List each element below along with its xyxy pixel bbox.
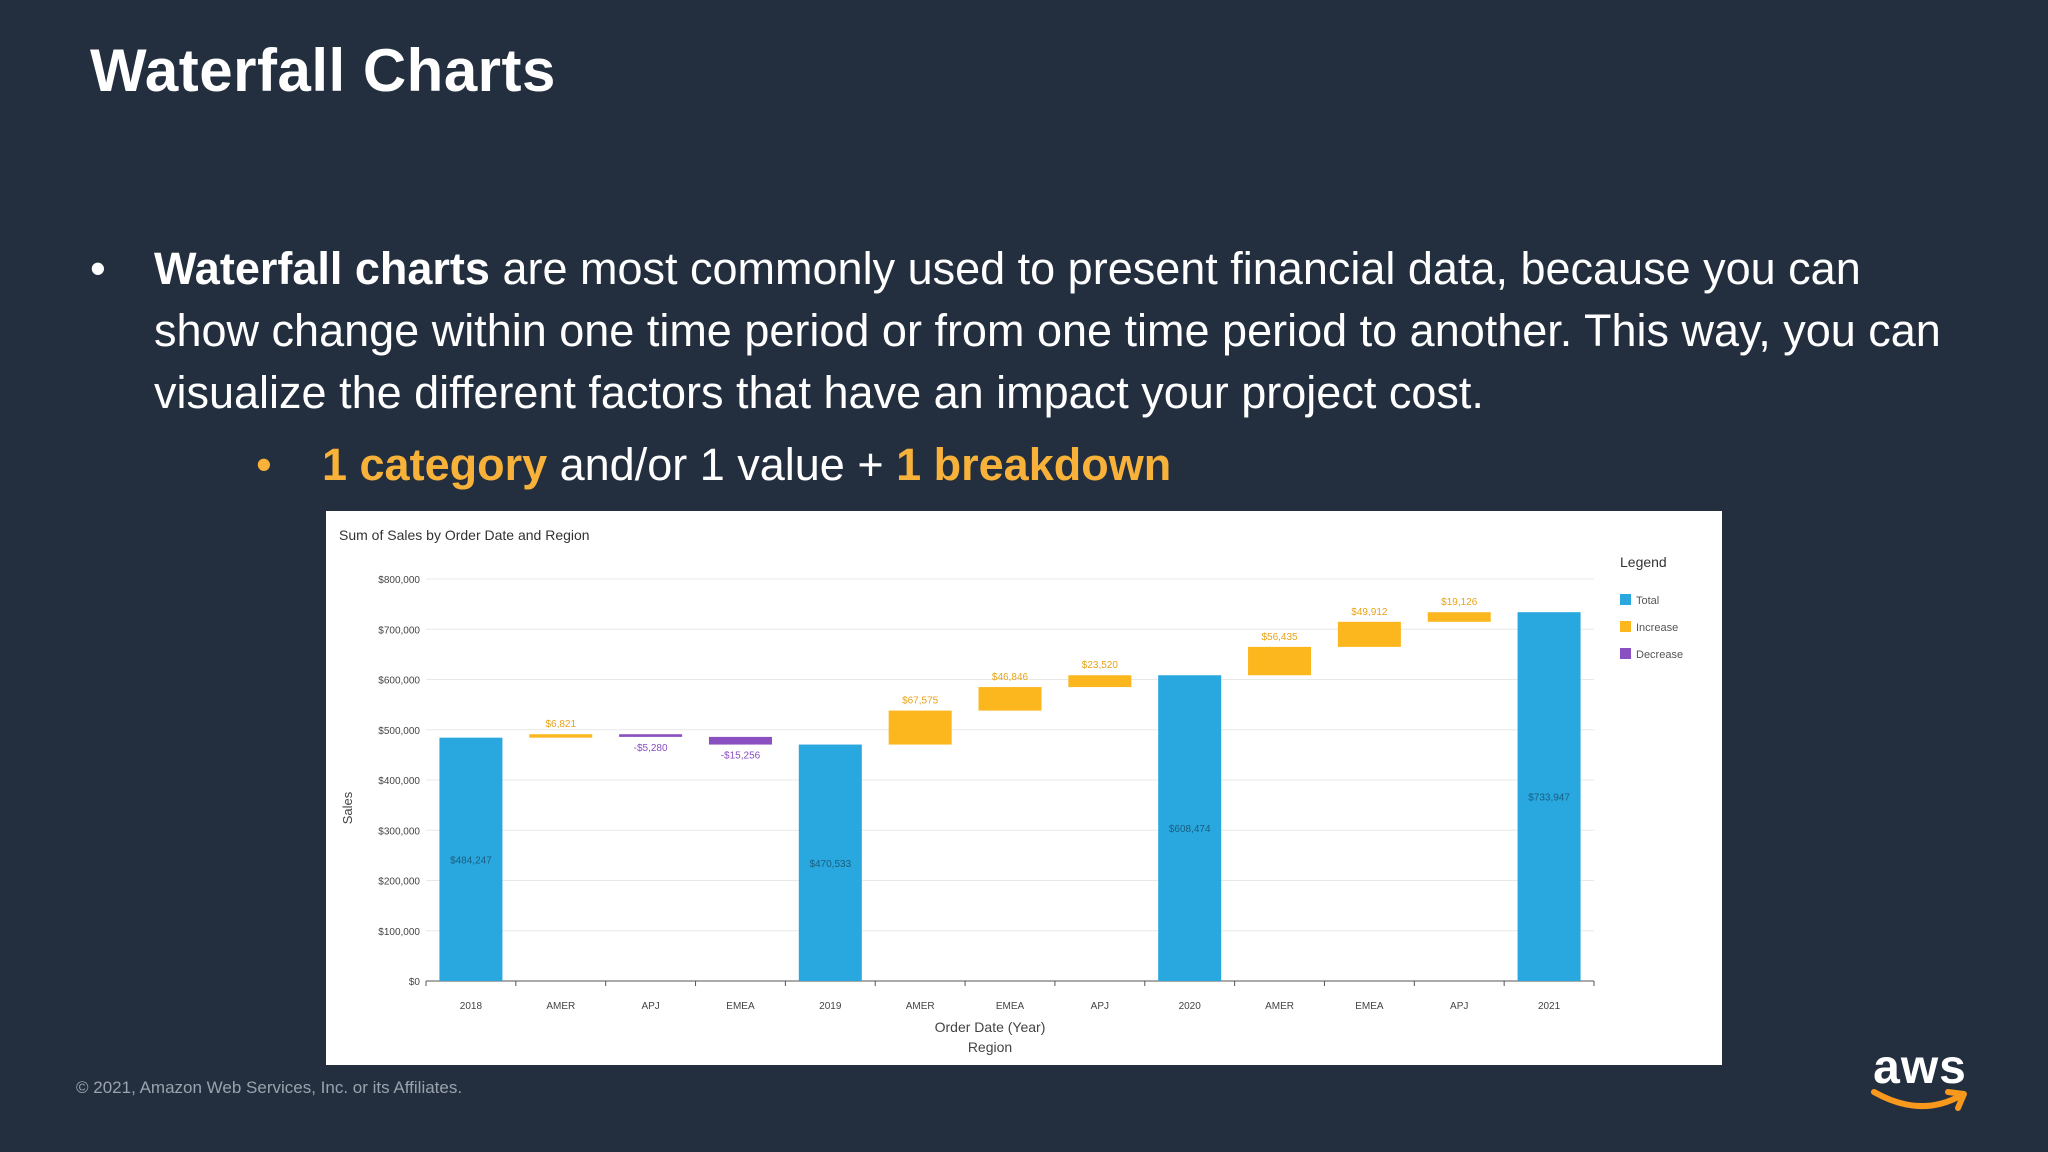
increase-bar — [1068, 675, 1132, 688]
legend-swatch — [1620, 621, 1631, 632]
y-tick-label: $100,000 — [378, 927, 420, 938]
bullet-dot-icon: • — [90, 243, 106, 294]
total-bar — [1517, 612, 1581, 981]
legend-item-label: Decrease — [1636, 649, 1683, 661]
data-label: -$5,280 — [634, 743, 668, 754]
increase-bar — [1248, 646, 1312, 676]
total-bar — [439, 737, 503, 981]
sub-bullet-text: and/or 1 value + — [547, 439, 897, 490]
chart-title: Sum of Sales by Order Date and Region — [339, 527, 590, 543]
decrease-bar — [708, 736, 772, 745]
x-tick-label: EMEA — [726, 1001, 755, 1012]
waterfall-chart: Sum of Sales by Order Date and Region $0 $… — [339, 527, 1683, 1055]
increase-bar — [529, 734, 593, 738]
data-label: $23,520 — [1082, 660, 1119, 671]
x-tick-label: AMER — [546, 1001, 575, 1012]
decrease-bar — [619, 734, 683, 737]
legend-swatch — [1620, 648, 1631, 659]
total-bar — [798, 744, 862, 981]
total-bar — [1158, 675, 1222, 981]
increase-bar — [1337, 621, 1401, 647]
copyright-footer: © 2021, Amazon Web Services, Inc. or its… — [76, 1078, 463, 1097]
bullet-list: • Waterfall charts are most commonly use… — [90, 238, 1970, 496]
data-label: $733,947 — [1528, 793, 1570, 804]
x-tick-label: APJ — [1450, 1001, 1468, 1012]
data-label: $56,435 — [1261, 632, 1298, 643]
bullet-item: • Waterfall charts are most commonly use… — [90, 238, 1970, 424]
x-tick-label: 2020 — [1179, 1001, 1202, 1012]
increase-bar — [978, 687, 1042, 711]
x-tick-label: APJ — [1091, 1001, 1109, 1012]
x-tick-label: EMEA — [996, 1001, 1025, 1012]
x-axis-label: Order Date (Year) — [935, 1019, 1046, 1035]
x-axis-label-secondary: Region — [968, 1039, 1012, 1055]
data-label: $49,912 — [1351, 607, 1388, 618]
sub-bullet-category: 1 category — [322, 439, 548, 490]
sub-bullet-breakdown: 1 breakdown — [896, 439, 1172, 490]
data-label: $470,533 — [809, 859, 851, 870]
increase-bar — [888, 710, 952, 745]
data-label: $67,575 — [902, 696, 939, 707]
aws-logo-text: aws — [1873, 1041, 1967, 1094]
legend-item-label: Total — [1636, 595, 1659, 607]
x-tick-label: 2018 — [460, 1001, 483, 1012]
slide-title: Waterfall Charts — [90, 37, 556, 104]
data-label: $46,846 — [992, 672, 1029, 683]
x-tick-label: AMER — [906, 1001, 935, 1012]
aws-smile-icon — [1871, 1089, 1967, 1111]
x-tick-label: EMEA — [1355, 1001, 1384, 1012]
y-tick-label: $500,000 — [378, 726, 420, 737]
legend-item-label: Increase — [1636, 622, 1678, 634]
x-tick-label: APJ — [641, 1001, 659, 1012]
x-tick-label: 2021 — [1538, 1001, 1561, 1012]
y-tick-label: $400,000 — [378, 776, 420, 787]
y-tick-label: $200,000 — [378, 877, 420, 888]
x-tick-label: AMER — [1265, 1001, 1294, 1012]
y-tick-label: $300,000 — [378, 826, 420, 837]
bullet-text: are most commonly used to present financ… — [154, 243, 1941, 418]
sub-bullet-item: • 1 category and/or 1 value + 1 breakdow… — [90, 434, 1970, 496]
data-label: $19,126 — [1441, 597, 1478, 608]
y-tick-label: $600,000 — [378, 676, 420, 687]
y-axis-label: Sales — [340, 791, 355, 824]
bullet-dot-icon: • — [256, 439, 272, 490]
legend-swatch — [1620, 594, 1631, 605]
increase-bar — [1427, 612, 1491, 622]
waterfall-chart-card: Sum of Sales by Order Date and Region $0 $… — [326, 511, 1722, 1065]
aws-logo: aws — [1868, 1040, 1972, 1116]
y-tick-label: $800,000 — [378, 575, 420, 586]
y-tick-label: $0 — [409, 977, 421, 988]
data-label: $608,474 — [1169, 824, 1211, 835]
y-tick-label: $700,000 — [378, 625, 420, 636]
x-tick-label: 2019 — [819, 1001, 842, 1012]
data-label: $484,247 — [450, 855, 492, 866]
bullet-bold-text: Waterfall charts — [154, 243, 490, 294]
data-label: $6,821 — [545, 719, 576, 730]
legend-title: Legend — [1620, 554, 1667, 570]
data-label: -$15,256 — [721, 751, 761, 762]
